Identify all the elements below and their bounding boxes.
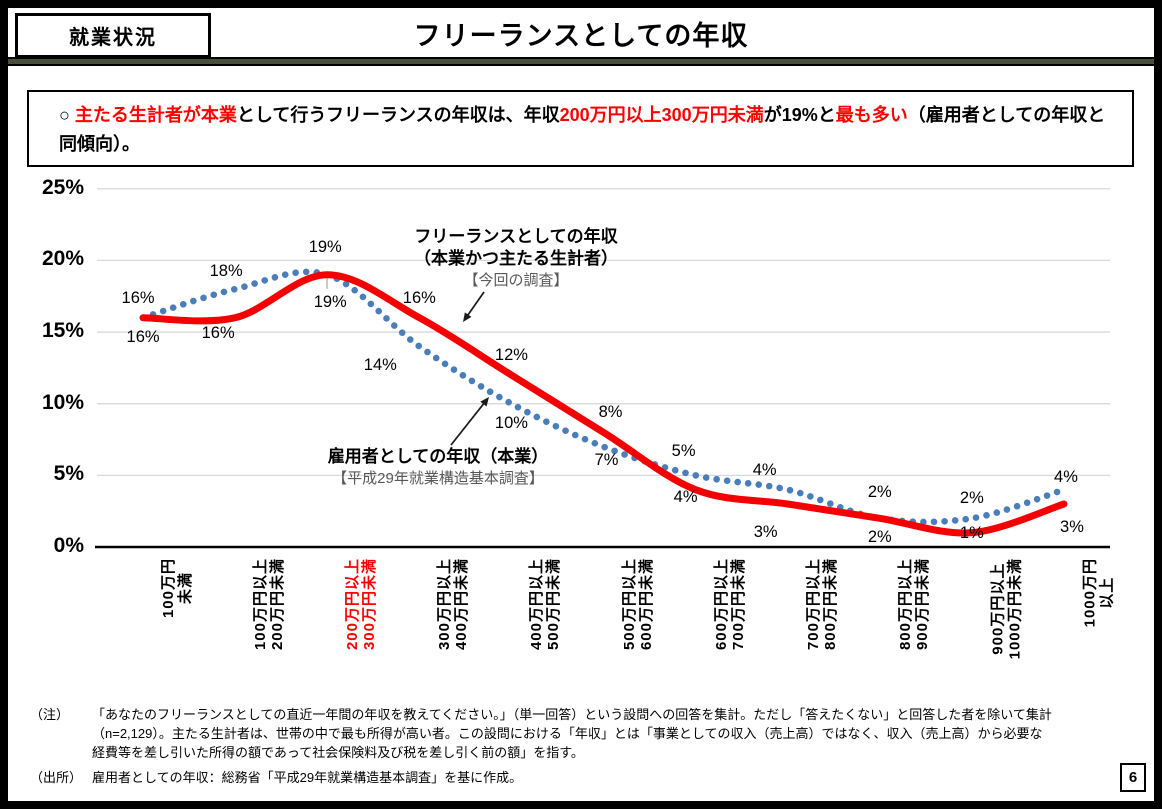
x-axis-category-label: 500万円以上 600万円未満: [620, 558, 655, 651]
data-label-freelance: 3%: [753, 523, 778, 541]
annotation-arrowhead: [480, 397, 489, 407]
x-axis-category-label: 200万円以上 300万円未満: [344, 558, 379, 651]
callout-segment: ○: [59, 105, 75, 125]
x-axis-category-label: 400万円以上 500万円未満: [528, 558, 563, 651]
callout-segment: （雇用者としての年収と同傾向）。: [59, 105, 1106, 154]
data-label-freelance: 12%: [494, 346, 528, 365]
notes-block: （注） 「あなたのフリーランスとしての直近一年間の年収を教えてください。」（単一…: [30, 705, 1135, 762]
page-number-box: 6: [1120, 763, 1146, 792]
x-axis-category-label: 100万円 未満: [160, 558, 195, 619]
data-label-employee: 19%: [308, 237, 342, 256]
annotation-line: 【平成29年就業構造基本調査】: [332, 470, 544, 487]
source-block: （出所） 雇用者としての年収：総務省「平成29年就業構造基本調査」を基に作成。: [30, 768, 1135, 787]
x-axis-category-label: 700万円以上 800万円未満: [804, 558, 839, 651]
callout-segment: 200万円以上300万円未満: [559, 105, 764, 125]
notes-text: 「あなたのフリーランスとしての直近一年間の年収を教えてください。」（単一回答）と…: [92, 705, 1052, 762]
data-label-freelance: 16%: [402, 288, 436, 307]
series-annotation-freelance: フリーランスとしての年収 （本業かつ主たる生計者） 【今回の調査】: [414, 226, 618, 291]
y-axis-tick-label: 20%: [41, 247, 84, 271]
callout-segment: 最も多い: [835, 105, 908, 125]
callout-segment: として行うフリーランスの年収は、年収: [236, 105, 560, 125]
x-axis-category-label: 100万円以上 200万円未満: [252, 558, 287, 651]
annotation-line: フリーランスとしての年収: [414, 227, 618, 246]
annotation-arrow: [450, 401, 486, 446]
section-tag-box: 就業状況: [15, 13, 211, 58]
series-line-employee: [139, 268, 1068, 526]
header-divider: [8, 57, 1154, 66]
data-label-freelance: 8%: [598, 403, 623, 422]
x-axis-category-label: 1000万円 以上: [1081, 558, 1116, 628]
notes-line: 経費等を差し引いた所得の額であって社会保険料及び税を差し引く前の額」を指す。: [92, 745, 584, 760]
data-label-freelance: 19%: [313, 292, 347, 311]
series-line-freelance: [139, 271, 1068, 537]
callout-segment: 主たる生計者が本業: [74, 105, 237, 125]
x-axis-category-label: 300万円以上 400万円未満: [436, 558, 471, 651]
source-label: （出所）: [30, 770, 83, 785]
annotation-line: （本業かつ主たる生計者）: [414, 249, 618, 268]
data-label-freelance: 16%: [201, 323, 235, 342]
data-label-employee: 4%: [1054, 467, 1078, 486]
data-label-employee: 7%: [594, 450, 619, 469]
y-axis-tick-label: 15%: [41, 319, 84, 343]
data-label-freelance: 4%: [673, 487, 698, 506]
callout-segment: が19%と: [763, 105, 836, 125]
data-label-freelance: 2%: [867, 528, 892, 547]
series-annotation-employee: 雇用者としての年収（本業） 【平成29年就業構造基本調査】: [328, 446, 549, 489]
data-label-employee: 18%: [209, 262, 243, 281]
income-chart: フリーランスとしての年収 （本業かつ主たる生計者） 【今回の調査】雇用者としての年収…: [0, 170, 1162, 715]
summary-callout: ○ 主たる生計者が本業として行うフリーランスの年収は、年収200万円以上300万…: [27, 90, 1134, 167]
annotation-arrow: [465, 291, 485, 318]
annotation-arrowhead: [463, 312, 472, 322]
notes-line: 「あなたのフリーランスとしての直近一年間の年収を教えてください。」（単一回答）と…: [92, 707, 1052, 722]
data-label-freelance: 1%: [959, 523, 984, 542]
data-label-freelance: 16%: [126, 327, 160, 346]
data-label-employee: 14%: [363, 356, 397, 375]
y-axis-tick-label: 0%: [53, 534, 84, 557]
data-label-freelance: 3%: [1060, 518, 1084, 536]
notes-line: （n=2,129）。主たる生計者は、世帯の中で最も所得が高い者。この設問における…: [92, 726, 1043, 741]
y-axis-tick-label: 10%: [41, 390, 84, 414]
x-axis-category-label: 600万円以上 700万円未満: [712, 558, 747, 651]
data-label-employee: 16%: [121, 288, 155, 307]
data-label-employee: 2%: [867, 483, 892, 502]
annotation-line: 雇用者としての年収（本業）: [327, 447, 549, 466]
annotation-line: 【今回の調査】: [463, 272, 569, 289]
y-axis-tick-label: 5%: [53, 462, 84, 486]
x-axis-category-label: 900万円以上 1000万円未満: [989, 558, 1024, 660]
source-text: 雇用者としての年収：総務省「平成29年就業構造基本調査」を基に作成。: [92, 770, 523, 785]
notes-label: （注）: [30, 707, 70, 722]
data-label-employee: 4%: [752, 460, 777, 479]
data-label-employee: 10%: [494, 413, 528, 432]
data-label-employee: 2%: [959, 489, 984, 508]
chart-canvas: [95, 188, 1110, 549]
data-label-employee: 5%: [671, 442, 696, 461]
y-axis-tick-label: 25%: [41, 175, 84, 199]
page-title: フリーランスとしての年収: [413, 21, 749, 51]
x-axis-category-label: 800万円以上 900万円未満: [896, 558, 931, 651]
